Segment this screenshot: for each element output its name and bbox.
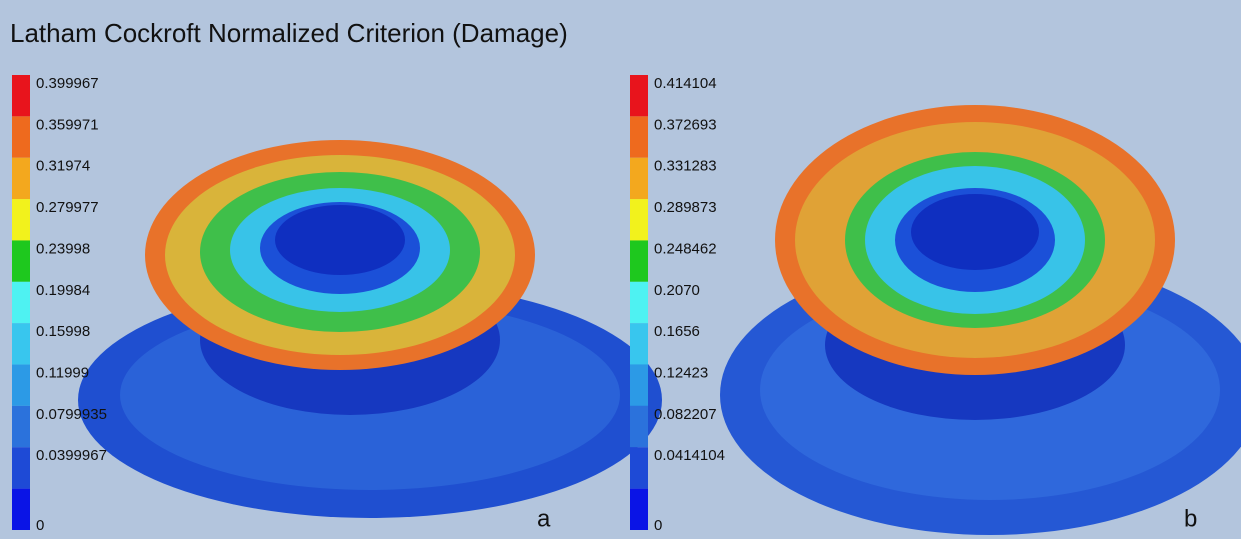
legend-band xyxy=(630,199,648,240)
legend-band xyxy=(630,323,648,364)
legend-label: 0.0799935 xyxy=(36,406,107,423)
legend-band xyxy=(12,75,30,116)
legend-band xyxy=(630,116,648,157)
figure: Latham Cockroft Normalized Criterion (Da… xyxy=(0,0,1241,539)
legend-label: 0.0414104 xyxy=(654,447,725,464)
legend-label: 0.248462 xyxy=(654,240,717,257)
panel-label: a xyxy=(537,505,551,532)
legend-label: 0.414104 xyxy=(654,75,717,92)
legend-label: 0.23998 xyxy=(36,240,90,257)
legend-label: 0.2070 xyxy=(654,282,700,299)
legend-band xyxy=(12,199,30,240)
legend-label: 0.372693 xyxy=(654,116,717,133)
legend-band xyxy=(12,240,30,281)
legend-band xyxy=(630,447,648,488)
legend-band xyxy=(12,323,30,364)
legend-band xyxy=(12,116,30,157)
legend-band xyxy=(12,365,30,406)
legend-label: 0.289873 xyxy=(654,199,717,216)
legend-label: 0.359971 xyxy=(36,116,99,133)
legend-band xyxy=(630,282,648,323)
legend-label: 0.1656 xyxy=(654,323,700,340)
legend-band xyxy=(630,489,648,530)
legend-label: 0 xyxy=(36,517,44,534)
legend-band xyxy=(12,489,30,530)
legend-label: 0.279977 xyxy=(36,199,99,216)
legend-label: 0.12423 xyxy=(654,365,708,382)
legend-band xyxy=(630,240,648,281)
legend-band xyxy=(630,158,648,199)
figure-title: Latham Cockroft Normalized Criterion (Da… xyxy=(10,18,568,48)
legend-label: 0 xyxy=(654,517,662,534)
legend-label: 0.331283 xyxy=(654,158,717,175)
legend-band xyxy=(630,365,648,406)
legend-band xyxy=(12,158,30,199)
legend-label: 0.11999 xyxy=(36,365,89,382)
legend-band xyxy=(630,75,648,116)
legend-label: 0.31974 xyxy=(36,158,90,175)
legend-label: 0.15998 xyxy=(36,323,90,340)
legend-label: 0.19984 xyxy=(36,282,90,299)
legend-label: 0.0399967 xyxy=(36,447,107,464)
legend-band xyxy=(12,282,30,323)
legend-band xyxy=(12,406,30,447)
panel-label: b xyxy=(1184,505,1197,532)
legend-band xyxy=(630,406,648,447)
legend-label: 0.082207 xyxy=(654,406,717,423)
legend-label: 0.399967 xyxy=(36,75,99,92)
legend-band xyxy=(12,447,30,488)
